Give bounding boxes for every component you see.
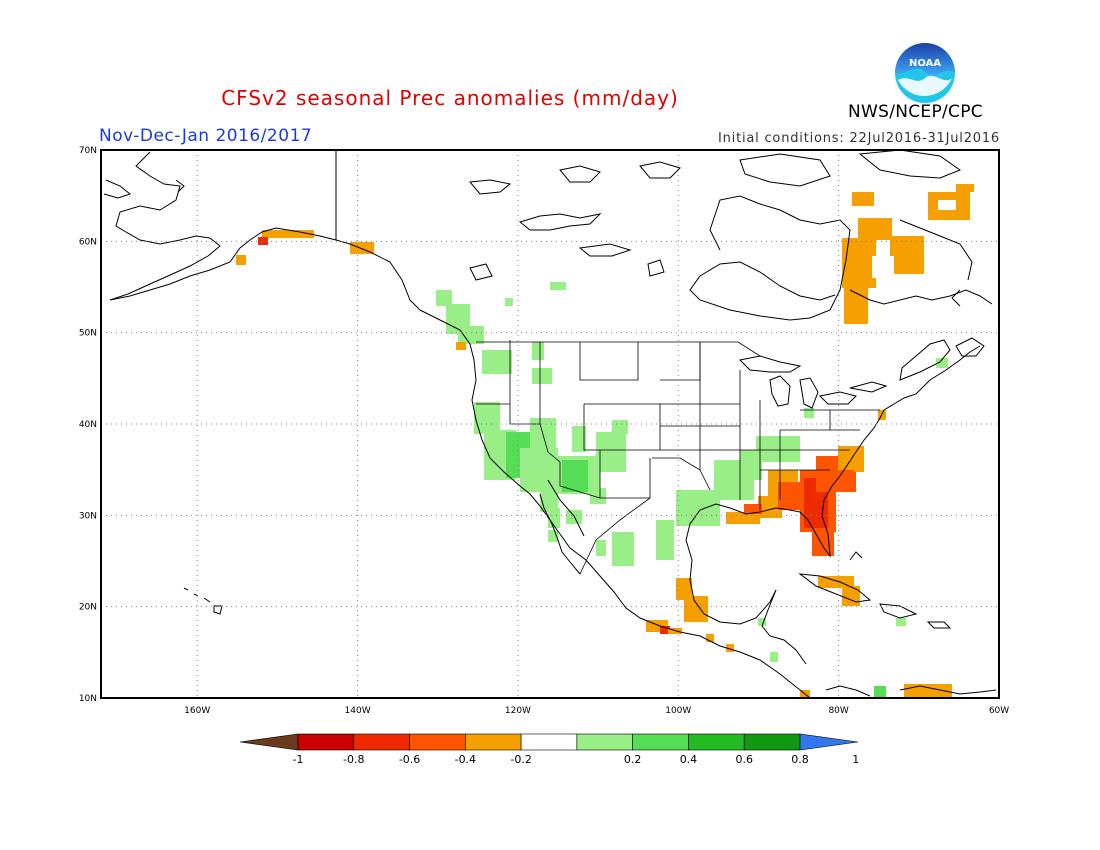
colorbar-tick-label: -1 (293, 753, 304, 766)
lon-tick-label: 140W (345, 706, 371, 716)
colorbar-swatch (409, 733, 466, 751)
colorbar-tick-label: 0.8 (791, 753, 809, 766)
colorbar-swatch (743, 733, 801, 751)
political-borders (476, 340, 880, 575)
lat-tick-label: 70N (79, 146, 97, 156)
colorbar-tick-label: 0.6 (735, 753, 753, 766)
colorbar-tick-label: -0.6 (399, 753, 420, 766)
lat-tick-label: 60N (79, 237, 97, 247)
initial-conditions-label: Initial conditions: 22Jul2016-31Jul2016 (717, 131, 1000, 146)
lat-tick-label: 40N (79, 420, 97, 430)
lon-tick-label: 80W (828, 706, 848, 716)
anomaly-shading (236, 184, 974, 698)
colorbar-swatch (576, 733, 633, 751)
colorbar-tick-label: -0.8 (343, 753, 364, 766)
colorbar-tick-label: -0.2 (510, 753, 531, 766)
agency-label: NWS/NCEP/CPC (848, 102, 983, 122)
colorbar-tick-label: 0.4 (680, 753, 698, 766)
colorbar-max-arrow (799, 733, 859, 751)
colorbar-swatch (297, 733, 355, 751)
lon-tick-label: 120W (505, 706, 531, 716)
colorbar-swatch (688, 733, 745, 751)
colorbar: -1 -0.8 -0.6 -0.4 -0.2 0.2 0.4 0.6 0.8 1 (239, 733, 859, 766)
colorbar-min-arrow (239, 733, 299, 751)
lon-tick-label: 100W (665, 706, 691, 716)
map-frame (100, 149, 1000, 699)
lat-tick-label: 20N (79, 603, 97, 613)
colorbar-swatch (520, 733, 578, 751)
colorbar-swatch (465, 733, 522, 751)
noaa-logo: NOAA (895, 43, 955, 103)
lon-tick-label: 160W (184, 706, 210, 716)
lat-tick-label: 10N (79, 694, 97, 704)
colorbar-tick-label: 0.2 (624, 753, 642, 766)
colorbar-tick-label: -0.4 (455, 753, 476, 766)
lon-tick-label: 60W (989, 706, 1009, 716)
colorbar-swatch (353, 733, 410, 751)
lat-tick-label: 30N (79, 511, 97, 521)
season-label: Nov-Dec-Jan 2016/2017 (99, 126, 313, 146)
map-title: CFSv2 seasonal Prec anomalies (mm/day) (221, 86, 679, 110)
colorbar-tick-label: 1 (852, 753, 859, 766)
colorbar-swatch (632, 733, 689, 751)
lat-tick-label: 50N (79, 329, 97, 339)
svg-text:NOAA: NOAA (909, 58, 941, 69)
axis-labels: 10N 20N 30N 40N 50N 60N 70N 160W 140W 120W 100W 80W… (79, 146, 1009, 716)
coastlines (103, 149, 997, 699)
